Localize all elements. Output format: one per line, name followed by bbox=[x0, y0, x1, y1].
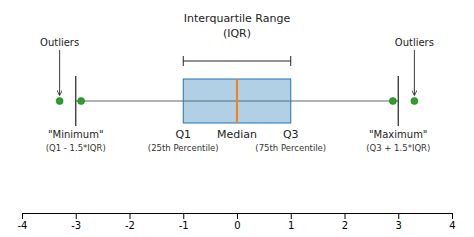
outlier bbox=[389, 98, 396, 105]
annotation-arrow bbox=[59, 50, 60, 95]
x-tick: 1 bbox=[288, 213, 294, 231]
outlier bbox=[411, 98, 418, 105]
x-tick-label: -1 bbox=[179, 220, 189, 231]
x-tick: 0 bbox=[234, 213, 240, 231]
annotation: Interquartile Range bbox=[184, 12, 291, 25]
whisker-cap bbox=[75, 76, 76, 126]
annotation: "Minimum" bbox=[48, 129, 104, 140]
annotation: (Q3 + 1.5*IQR) bbox=[366, 143, 430, 153]
annotation: (75th Percentile) bbox=[255, 143, 326, 153]
annotation: (25th Percentile) bbox=[148, 143, 219, 153]
iqr-bracket bbox=[183, 56, 291, 66]
annotation-arrow bbox=[414, 50, 415, 95]
x-tick-label: 2 bbox=[342, 220, 348, 231]
x-tick-mark bbox=[237, 213, 238, 219]
x-tick-mark bbox=[183, 213, 184, 219]
annotation: Q3 bbox=[283, 128, 299, 141]
x-tick: 3 bbox=[396, 213, 402, 231]
annotations: Outliers Outliers Interquartile Range (IQR)… bbox=[40, 12, 434, 153]
chart: -4 -3 -2 -1 0 1 2 3 4 Outliers Outliers Interquarti… bbox=[0, 0, 474, 237]
iqr-box bbox=[183, 79, 291, 123]
annotation: Median bbox=[217, 128, 257, 141]
median-line bbox=[236, 79, 238, 123]
x-tick: 4 bbox=[449, 213, 455, 231]
x-tick-label: 1 bbox=[288, 220, 294, 231]
annotation: (Q1 - 1.5*IQR) bbox=[46, 143, 106, 153]
outlier bbox=[56, 98, 63, 105]
x-tick: -4 bbox=[18, 213, 28, 231]
x-tick-label: -2 bbox=[125, 220, 135, 231]
annotation: Q1 bbox=[175, 128, 191, 141]
marks bbox=[56, 56, 418, 126]
x-tick-label: 0 bbox=[234, 220, 240, 231]
annotation: Outliers bbox=[395, 37, 434, 48]
whisker-cap bbox=[398, 76, 399, 126]
x-tick-mark bbox=[22, 213, 23, 219]
x-tick-label: 3 bbox=[396, 220, 402, 231]
x-tick-mark bbox=[76, 213, 77, 219]
x-tick-mark bbox=[452, 213, 453, 219]
outlier bbox=[78, 98, 85, 105]
x-tick-mark bbox=[130, 213, 131, 219]
x-tick-label: 4 bbox=[449, 220, 455, 231]
plot-area: -4 -3 -2 -1 0 1 2 3 4 Outliers Outliers Interquarti… bbox=[18, 12, 456, 231]
x-tick-mark bbox=[398, 213, 399, 219]
annotation: Outliers bbox=[40, 37, 79, 48]
x-tick: 2 bbox=[342, 213, 348, 231]
x-axis-line bbox=[23, 214, 453, 220]
x-tick-mark bbox=[291, 213, 292, 219]
annotation: "Maximum" bbox=[369, 129, 427, 140]
x-tick: -3 bbox=[71, 213, 81, 231]
x-tick: -1 bbox=[179, 213, 189, 231]
x-tick-label: -4 bbox=[18, 220, 28, 231]
x-axis: -4 -3 -2 -1 0 1 2 3 4 bbox=[18, 213, 456, 231]
x-tick-mark bbox=[345, 213, 346, 219]
x-tick-label: -3 bbox=[71, 220, 81, 231]
x-tick: -2 bbox=[125, 213, 135, 231]
annotation: (IQR) bbox=[223, 27, 251, 40]
